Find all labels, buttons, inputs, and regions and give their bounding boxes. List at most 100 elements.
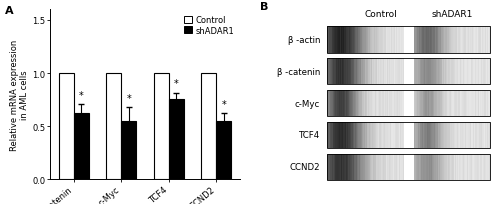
Bar: [467, 27, 468, 53]
Bar: [465, 154, 466, 180]
Bar: [370, 59, 371, 85]
Bar: [375, 122, 376, 148]
Bar: [397, 122, 398, 148]
Bar: [456, 154, 458, 180]
Bar: [430, 59, 431, 85]
Bar: [435, 59, 436, 85]
Bar: [342, 27, 343, 53]
Bar: [438, 122, 439, 148]
Bar: [419, 59, 420, 85]
Bar: [484, 27, 485, 53]
Bar: [422, 122, 423, 148]
Bar: [458, 59, 459, 85]
Bar: [442, 122, 443, 148]
Bar: [74, 114, 89, 180]
Bar: [379, 59, 380, 85]
Bar: [453, 154, 454, 180]
Bar: [384, 59, 386, 85]
Bar: [332, 122, 333, 148]
Bar: [481, 91, 482, 116]
Bar: [376, 59, 378, 85]
Bar: [418, 154, 420, 180]
Bar: [430, 122, 431, 148]
Bar: [424, 59, 425, 85]
Bar: [489, 27, 490, 53]
Bar: [416, 91, 417, 116]
Bar: [473, 91, 474, 116]
Bar: [387, 154, 388, 180]
Bar: [488, 59, 489, 85]
Bar: [474, 91, 476, 116]
Bar: [426, 154, 428, 180]
Bar: [343, 122, 344, 148]
Bar: [366, 59, 368, 85]
Bar: [438, 154, 439, 180]
Bar: [348, 154, 350, 180]
Bar: [437, 27, 438, 53]
Bar: [347, 122, 348, 148]
Bar: [391, 27, 392, 53]
Bar: [430, 27, 431, 53]
Bar: [438, 91, 439, 116]
Bar: [361, 122, 362, 148]
Bar: [463, 122, 464, 148]
Bar: [428, 27, 429, 53]
Bar: [399, 59, 400, 85]
Bar: [390, 59, 391, 85]
Bar: [449, 154, 450, 180]
Bar: [444, 27, 445, 53]
Bar: [434, 91, 435, 116]
Bar: [389, 59, 390, 85]
Bar: [340, 59, 341, 85]
Bar: [466, 122, 467, 148]
Bar: [440, 154, 441, 180]
Bar: [457, 122, 458, 148]
Bar: [398, 27, 399, 53]
Bar: [384, 122, 386, 148]
Bar: [378, 154, 379, 180]
Bar: [376, 122, 377, 148]
Bar: [451, 59, 452, 85]
Bar: [327, 27, 490, 53]
Bar: [366, 154, 368, 180]
Bar: [459, 91, 460, 116]
Bar: [428, 27, 430, 53]
Bar: [486, 27, 487, 53]
Bar: [443, 122, 444, 148]
Bar: [466, 59, 467, 85]
Bar: [433, 59, 434, 85]
Bar: [367, 122, 368, 148]
Bar: [403, 154, 404, 180]
Bar: [401, 122, 402, 148]
Bar: [435, 122, 436, 148]
Bar: [469, 59, 470, 85]
Bar: [401, 27, 402, 53]
Bar: [332, 122, 333, 148]
Bar: [437, 122, 438, 148]
Bar: [463, 27, 464, 53]
Bar: [476, 59, 477, 85]
Bar: [384, 59, 385, 85]
Bar: [415, 122, 416, 148]
Bar: [472, 122, 473, 148]
Bar: [482, 122, 483, 148]
Bar: [486, 91, 487, 116]
Bar: [372, 59, 373, 85]
Bar: [383, 27, 384, 53]
Bar: [352, 27, 353, 53]
Bar: [365, 91, 366, 116]
Bar: [420, 154, 421, 180]
Bar: [373, 91, 374, 116]
Bar: [330, 122, 331, 148]
Bar: [396, 27, 397, 53]
Bar: [363, 27, 364, 53]
Bar: [341, 59, 342, 85]
Bar: [432, 154, 433, 180]
Bar: [464, 91, 466, 116]
Bar: [347, 27, 348, 53]
Text: Control: Control: [365, 10, 398, 19]
Bar: [442, 27, 443, 53]
Bar: [461, 122, 462, 148]
Bar: [395, 59, 396, 85]
Bar: [470, 122, 471, 148]
